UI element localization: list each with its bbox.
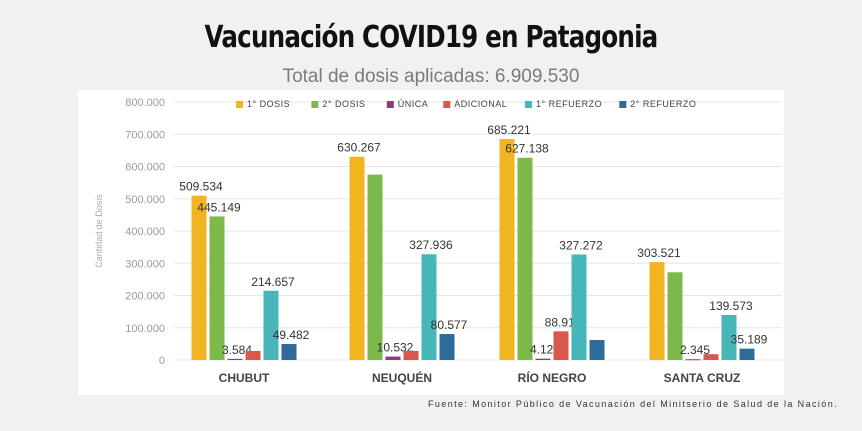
bar (685, 359, 701, 361)
y-tick-label: 0 (159, 355, 165, 367)
bar (703, 354, 719, 360)
bar (517, 157, 533, 360)
bar-chart: 0 100.000 200.000 300.000 400.000 500.000 600.… (94, 97, 782, 385)
legend-label: 1° REFUERZO (536, 99, 602, 109)
data-label: 327.936 (409, 238, 453, 252)
bar (227, 358, 243, 360)
bar (263, 290, 279, 360)
y-tick-label: 200.000 (125, 291, 165, 303)
x-category-label: SANTA CRUZ (664, 371, 741, 385)
y-tick-label: 500.000 (125, 194, 165, 206)
x-category-label: CHUBUT (219, 371, 270, 385)
y-tick-label: 300.000 (125, 258, 165, 270)
legend-swatch (619, 101, 627, 108)
y-tick-label: 400.000 (125, 226, 165, 238)
legend-swatch (443, 101, 451, 108)
y-axis-label: Cantidad de Dosis (94, 194, 104, 268)
bar (571, 254, 587, 360)
legend-label: 2° DOSIS (322, 99, 365, 109)
data-label: 509.534 (179, 180, 223, 194)
bar (721, 314, 737, 360)
y-tick-label: 100.000 (125, 323, 165, 335)
data-label: 630.267 (337, 141, 381, 155)
data-label: 139.573 (709, 299, 753, 313)
bar (403, 350, 419, 360)
legend-label: 2° REFUERZO (630, 99, 696, 109)
x-category-label: RÍO NEGRO (518, 370, 587, 385)
bar (553, 331, 569, 360)
y-tick-label: 600.000 (125, 162, 165, 174)
data-label: 35.189 (731, 333, 768, 347)
data-label: 49.482 (273, 328, 310, 342)
bar (649, 262, 665, 360)
legend-swatch (386, 101, 394, 108)
bar (367, 174, 383, 360)
page-subtitle: Total de dosis aplicadas: 6.909.530 (282, 66, 580, 87)
chart-card: 0 100.000 200.000 300.000 400.000 500.000 600.… (78, 90, 784, 395)
bar (589, 340, 605, 360)
bar (667, 272, 683, 360)
data-label: 327.272 (559, 238, 603, 252)
source-note: Fuente: Monitor Público de Vacunación de… (427, 399, 838, 409)
bar (245, 350, 261, 360)
data-label: 214.657 (251, 275, 295, 289)
bar (191, 195, 207, 360)
data-label: 3.584 (222, 343, 252, 357)
bar (349, 156, 365, 360)
bar (385, 356, 401, 360)
y-tick-label: 700.000 (125, 129, 165, 141)
legend-label: ADICIONAL (454, 99, 507, 109)
bar (209, 216, 225, 360)
bar (281, 344, 297, 360)
bar (739, 348, 755, 360)
data-label: 303.521 (637, 246, 681, 260)
bar (499, 139, 515, 360)
data-label: 627.138 (505, 142, 549, 156)
data-label: 2.345 (680, 343, 710, 357)
data-label: 445.149 (197, 200, 241, 214)
y-tick-label: 800.000 (125, 97, 165, 109)
bar (439, 334, 455, 360)
legend-swatch (311, 101, 319, 108)
page-title: Vacunación COVID19 en Patagonia (204, 20, 659, 55)
data-label: 80.577 (431, 318, 468, 332)
x-category-label: NEUQUÉN (372, 370, 432, 385)
legend-swatch (525, 101, 532, 108)
legend-label: 1° DOSIS (247, 99, 290, 109)
data-label: 4.122 (530, 343, 560, 357)
bar (421, 254, 437, 360)
legend-swatch (236, 101, 243, 108)
data-label: 685.221 (487, 123, 531, 137)
bar (535, 358, 551, 360)
legend-label: ÚNICA (398, 99, 429, 109)
